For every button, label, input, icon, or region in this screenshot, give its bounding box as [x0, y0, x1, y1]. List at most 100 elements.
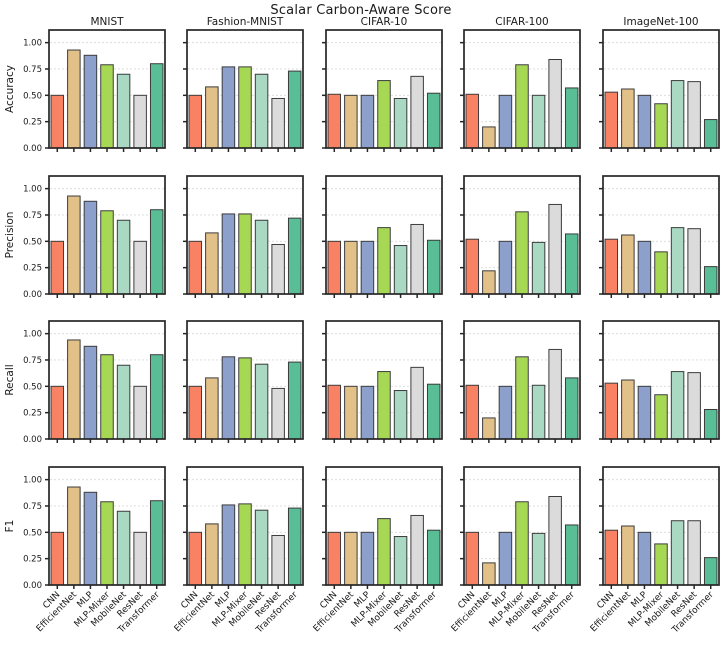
y-tick-label: 0.00 [23, 581, 42, 591]
bar-ResNet [548, 59, 562, 149]
bar-ResNet [133, 240, 147, 295]
subplot-CIFAR-10-Precision [322, 175, 443, 298]
bar-MLP-Mixer [515, 356, 529, 440]
y-tick-label: 0.75 [23, 356, 42, 366]
bar-ResNet [271, 243, 285, 295]
bar-EfficientNet [344, 240, 358, 295]
bar-Transformer [564, 377, 579, 440]
bar-CNN [188, 531, 203, 586]
y-tick-label: 0.00 [23, 144, 42, 154]
bar-EfficientNet [205, 232, 219, 295]
bar-Transformer [149, 354, 164, 440]
bar-CNN [604, 238, 619, 295]
bar-MobileNet [531, 532, 546, 586]
bar-CNN [327, 240, 342, 295]
bar-Transformer [564, 233, 579, 295]
bar-Transformer [564, 87, 579, 149]
bar-CNN [465, 238, 480, 295]
bar-Transformer [564, 524, 579, 586]
bar-Transformer [287, 217, 302, 295]
bar-MLP [360, 385, 375, 440]
bar-MobileNet [531, 241, 546, 295]
bar-ResNet [410, 75, 424, 149]
bar-EfficientNet [621, 525, 635, 586]
bar-ResNet [410, 514, 424, 586]
bar-MLP-Mixer [654, 251, 668, 295]
bar-MLP-Mixer [100, 64, 114, 149]
bar-ResNet [687, 372, 701, 440]
bar-MLP-Mixer [100, 354, 114, 440]
y-tick-label: 1.00 [23, 476, 42, 486]
bar-ResNet [548, 348, 562, 440]
bar-CNN [50, 385, 65, 440]
subplot-title: CIFAR-10 [361, 16, 408, 28]
bar-Transformer [426, 92, 441, 149]
bar-MobileNet [393, 390, 408, 440]
bar-MLP-Mixer [654, 103, 668, 149]
subplot-Fashion-MNIST-Precision [183, 175, 304, 298]
bar-CNN [50, 240, 65, 295]
subplot-title: Fashion-MNIST [207, 16, 284, 28]
y-tick-label: 0.50 [23, 237, 42, 247]
bar-Transformer [287, 70, 302, 149]
bar-MobileNet [116, 510, 131, 586]
bar-EfficientNet [482, 562, 496, 586]
bar-CNN [604, 382, 619, 440]
bar-MobileNet [531, 384, 546, 440]
bar-MobileNet [116, 219, 131, 295]
y-tick-label: 0.50 [23, 382, 42, 392]
bar-ResNet [687, 81, 701, 149]
subplot-ImageNet-100-Recall [599, 320, 720, 443]
bar-MLP-Mixer [377, 371, 391, 440]
bar-CNN [50, 94, 65, 149]
bar-ResNet [133, 531, 147, 586]
bar-MLP-Mixer [100, 501, 114, 586]
bar-MLP [498, 385, 513, 440]
bar-EfficientNet [205, 377, 219, 440]
bar-MLP-Mixer [238, 66, 252, 149]
bar-MLP-Mixer [100, 210, 114, 295]
bar-ResNet [548, 496, 562, 586]
bar-ResNet [548, 203, 562, 295]
bar-EfficientNet [482, 270, 496, 295]
bar-MLP [83, 200, 98, 295]
bar-EfficientNet [67, 486, 81, 586]
bar-EfficientNet [67, 339, 81, 440]
bar-CNN [188, 94, 203, 149]
subplot-CIFAR-100-Accuracy: CIFAR-100 [460, 16, 581, 152]
subplot-CIFAR-10-F1: CNNEfficientNetMLPMLP-MixerMobileNetResN… [312, 466, 443, 636]
bar-EfficientNet [205, 523, 219, 586]
bar-EfficientNet [621, 379, 635, 440]
bar-MobileNet [393, 536, 408, 586]
bar-EfficientNet [482, 126, 496, 149]
y-tick-label: 0.00 [23, 435, 42, 445]
subplot-CIFAR-100-F1: CNNEfficientNetMLPMLP-MixerMobileNetResN… [450, 466, 581, 636]
bar-CNN [465, 384, 480, 440]
y-tick-label: 0.00 [23, 290, 42, 300]
bar-EfficientNet [621, 88, 635, 149]
bar-MLP [221, 213, 236, 295]
bar-MLP [637, 94, 652, 149]
bar-Transformer [703, 557, 718, 586]
subplot-CIFAR-100-Recall [460, 320, 581, 443]
bar-MLP-Mixer [377, 80, 391, 149]
bar-ResNet [687, 228, 701, 295]
bar-MLP [83, 491, 98, 586]
bar-CNN [327, 384, 342, 440]
bar-MLP [637, 531, 652, 586]
y-tick-label: 0.50 [23, 91, 42, 101]
subplot-ImageNet-100-Precision [599, 175, 720, 298]
bar-CNN [188, 385, 203, 440]
bar-ResNet [133, 385, 147, 440]
bar-MobileNet [670, 227, 685, 295]
bar-MLP [221, 66, 236, 149]
subplot-MNIST-Accuracy: 0.00 0.25 0.50 0.75 1.00 Accuracy MNIST [4, 16, 166, 154]
subplot-Fashion-MNIST-Accuracy: Fashion-MNIST [183, 16, 304, 152]
y-tick-label: 0.25 [23, 264, 42, 274]
bar-MLP [360, 240, 375, 295]
subplot-MNIST-Precision: 0.00 0.25 0.50 0.75 1.00 Precision [4, 175, 166, 300]
subplot-CIFAR-10-Recall [322, 320, 443, 443]
y-tick-label: 1.00 [23, 39, 42, 49]
bar-CNN [188, 240, 203, 295]
